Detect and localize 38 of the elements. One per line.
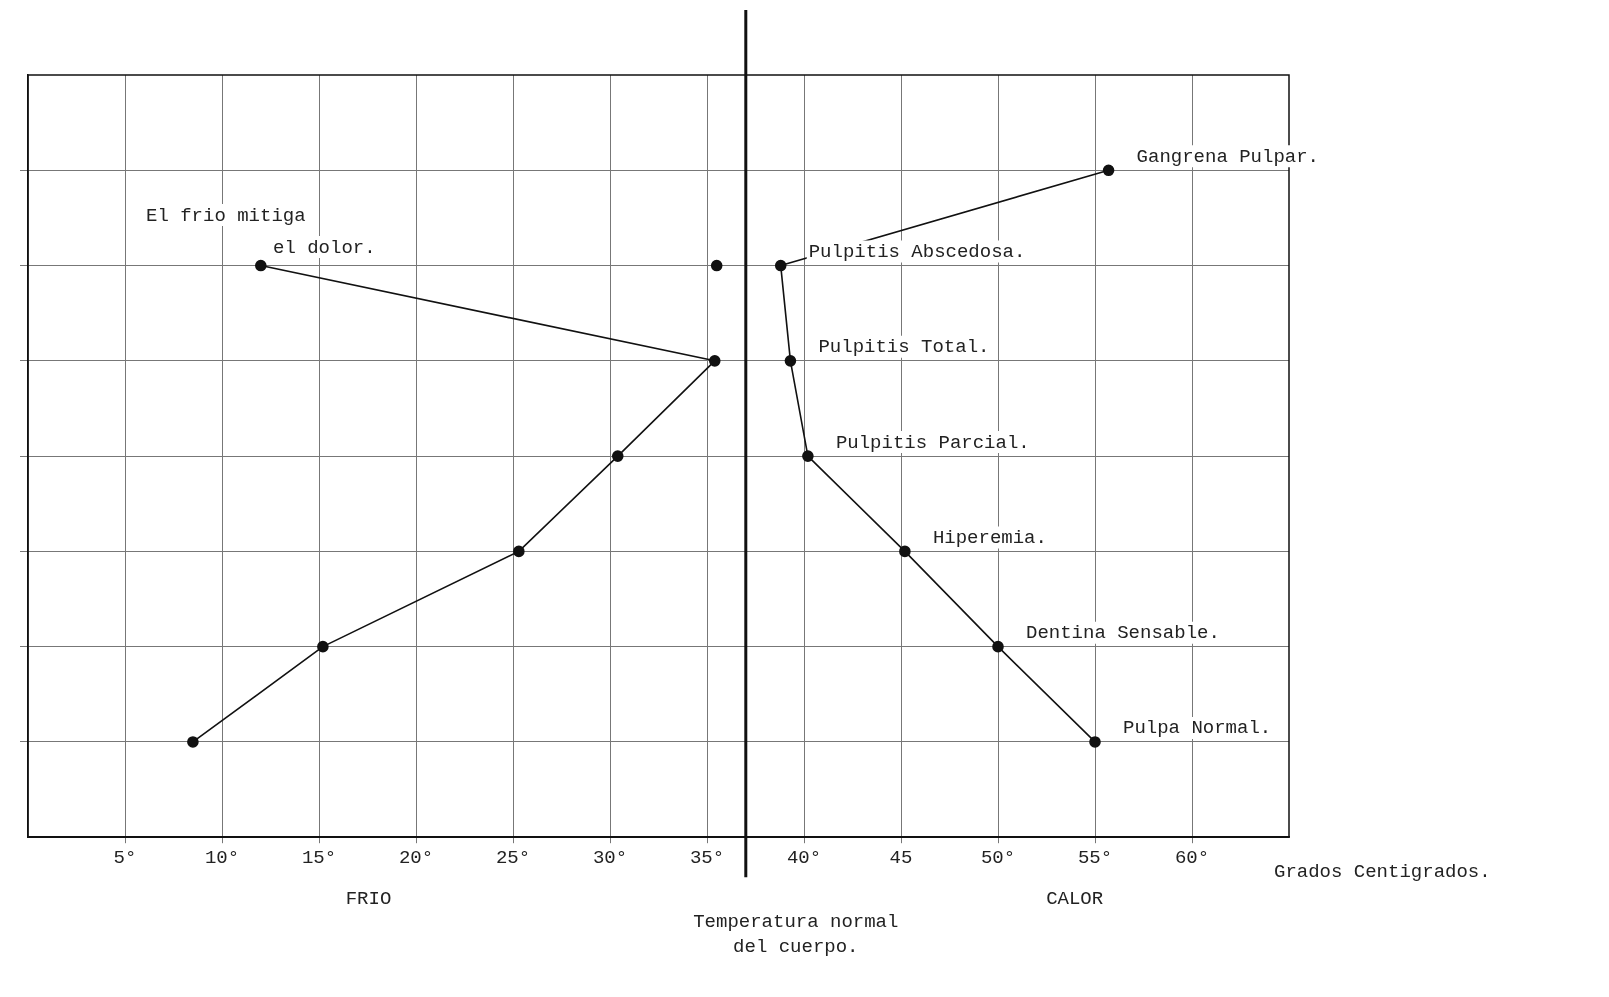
x-tick-label: 10° — [204, 846, 240, 869]
y-tick-label: Hiperemia. — [932, 526, 1047, 549]
x-tick-label: 40° — [786, 846, 822, 869]
x-tick-label: 45 — [889, 846, 913, 869]
x-tick-label: 55° — [1077, 846, 1113, 869]
x-tick-label: 25° — [495, 846, 531, 869]
text: FRIO — [345, 887, 392, 910]
y-tick-label: Pulpa Normal. — [1123, 717, 1272, 740]
point — [255, 259, 267, 272]
point — [611, 450, 624, 462]
y-tick-label: Pulpitis Abscedosa. — [808, 241, 1026, 264]
point — [1089, 736, 1101, 748]
point — [899, 545, 911, 558]
x-tick-label: 60° — [1174, 846, 1210, 869]
y-tick-label: Dentina Sensable. — [1026, 622, 1220, 645]
point — [784, 355, 797, 367]
y-tick-label: Pulpitis Parcial. — [835, 431, 1030, 454]
x-tick-label: 50° — [980, 846, 1016, 869]
point — [513, 545, 525, 558]
x-tick-label: 35° — [689, 846, 725, 869]
x-tick-label: 30° — [592, 846, 628, 869]
x-axis-title: Grados Centigrados. — [1274, 861, 1491, 884]
point — [802, 450, 814, 462]
annotation: El frio mitiga el dolor. — [146, 204, 376, 259]
point — [774, 259, 787, 272]
point — [710, 259, 723, 272]
y-tick-label: Pulpitis Total. — [818, 336, 990, 359]
point — [187, 736, 199, 748]
text: CALOR — [1046, 887, 1104, 910]
x-tick-label: 15° — [301, 846, 337, 869]
x-tick-label: 5° — [113, 846, 137, 869]
point — [992, 640, 1004, 653]
y-tick-label: Gangrena Pulpar. — [1136, 145, 1320, 168]
point — [1102, 164, 1115, 177]
point — [708, 355, 721, 367]
x-tick-label: 20° — [398, 846, 434, 869]
point — [317, 640, 329, 653]
ref-line-label: Temperatura normal del cuerpo. — [693, 910, 899, 958]
